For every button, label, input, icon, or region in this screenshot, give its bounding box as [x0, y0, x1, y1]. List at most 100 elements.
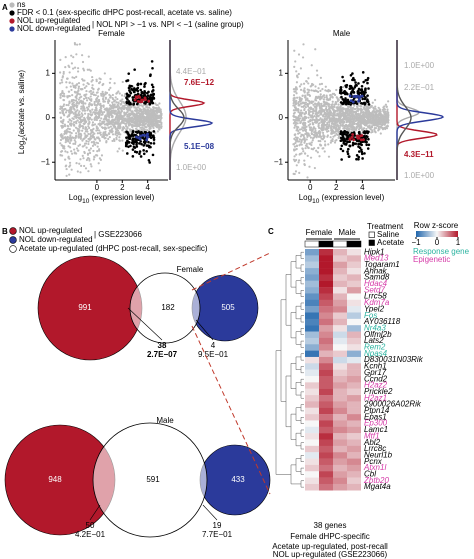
legend-note: | NOL NPI > −1 vs. NPI < −1 (saline grou…: [92, 20, 244, 29]
dendrogram: [300, 277, 304, 285]
sig-point: [127, 94, 130, 97]
ns-point: [91, 84, 94, 87]
ns-point: [365, 119, 368, 123]
sig-point: [152, 135, 155, 139]
ns-point: [132, 112, 135, 115]
ns-point: [111, 133, 115, 136]
heatmap-cell: [319, 464, 333, 472]
ns-point: [333, 111, 336, 114]
ns-point: [300, 115, 303, 118]
heatmap-cell: [305, 312, 319, 320]
dendrogram: [300, 290, 304, 297]
ns-point: [135, 112, 138, 115]
ns-point: [95, 109, 98, 112]
ns-point: [82, 101, 85, 105]
sig-point: [126, 152, 129, 155]
ns-point: [314, 98, 317, 102]
ns-point: [150, 114, 153, 117]
ns-point: [341, 110, 344, 113]
ns-point: [65, 164, 68, 167]
sig-point: [361, 97, 364, 101]
sig-point: [367, 87, 370, 90]
ns-point: [95, 107, 98, 110]
label-main: Log: [299, 193, 312, 202]
y-tick-label: 0: [46, 113, 51, 122]
sig-point: [145, 144, 149, 147]
ns-point: [381, 128, 385, 131]
ns-point: [101, 111, 104, 114]
heatmap-cell: [347, 376, 361, 383]
sig-point: [347, 155, 351, 158]
ns-point: [88, 151, 92, 155]
ns-point: [331, 139, 334, 143]
heatmap-cell: [319, 477, 333, 485]
treatment-bar: [304, 240, 320, 248]
ns-point: [93, 118, 96, 121]
ns-point: [81, 118, 85, 121]
ns-point: [95, 80, 98, 83]
sig-point: [358, 146, 362, 150]
x-axis-label: Log10 (expression level): [69, 193, 155, 205]
ns-point: [80, 102, 83, 105]
ns-point: [113, 122, 116, 125]
ns-point: [317, 122, 320, 126]
ns-point: [117, 111, 120, 115]
ns-point: [297, 161, 300, 164]
sig-point: [357, 157, 360, 161]
ns-point: [383, 119, 386, 122]
ns-point: [362, 117, 365, 120]
sig-point: [124, 144, 128, 148]
sig-point: [351, 141, 355, 145]
ns-point: [82, 157, 85, 160]
ns-point: [303, 141, 306, 144]
heatmap-cell: [319, 287, 333, 294]
ns-point: [76, 67, 80, 70]
heatmap-cell: [319, 344, 333, 351]
heatmap-cell: [347, 433, 361, 440]
sig-point: [366, 147, 370, 150]
ns-point: [159, 118, 162, 121]
ns-point: [292, 118, 295, 121]
treatment-bar: [346, 240, 362, 248]
sig-point: [148, 161, 151, 164]
ns-point: [108, 99, 111, 103]
dendrogram: [300, 328, 304, 335]
heatmap-cell: [319, 395, 333, 402]
ns-point: [318, 110, 321, 113]
heatmap-cell: [347, 325, 361, 332]
ns-point: [68, 128, 71, 131]
ns-point: [332, 135, 335, 138]
ns-point: [299, 102, 303, 105]
heatmap-cell: [333, 471, 347, 478]
ns-point: [335, 130, 338, 133]
heatmap-cell: [333, 439, 347, 447]
heatmap-cell: [305, 299, 319, 307]
dendrogram: [275, 350, 291, 475]
nol-point: [360, 134, 364, 137]
ns-point: [307, 91, 310, 94]
nol-point: [133, 98, 137, 102]
heatmap-cell: [333, 325, 347, 332]
ns-point: [315, 118, 318, 121]
ns-point: [386, 114, 389, 117]
ns-point: [319, 95, 322, 98]
ns-point: [83, 151, 86, 155]
sig-point: [127, 72, 131, 75]
ns-point: [375, 114, 378, 117]
ns-point: [69, 146, 72, 149]
ns-point: [88, 126, 91, 130]
ns-point: [81, 145, 85, 148]
ns-point: [155, 115, 159, 118]
sig-point: [354, 81, 357, 84]
ns-point: [66, 135, 69, 139]
ns-point: [126, 113, 129, 117]
ns-point: [94, 112, 97, 116]
ns-point: [68, 141, 72, 145]
ns-point: [119, 133, 122, 136]
ns-point: [103, 133, 106, 137]
heatmap-cell: [333, 318, 347, 326]
ns-point: [138, 112, 141, 116]
ns-point: [353, 104, 356, 107]
ns-point: [75, 104, 78, 107]
ns-point: [326, 112, 329, 115]
